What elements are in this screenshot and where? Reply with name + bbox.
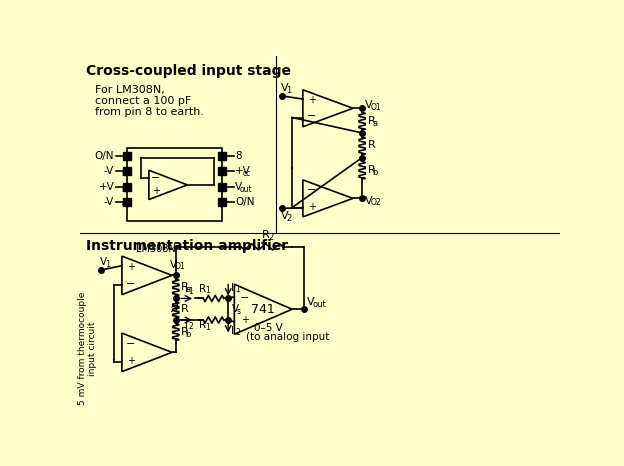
Text: V: V (232, 304, 239, 314)
Text: V: V (170, 260, 177, 270)
Text: −: − (126, 279, 135, 289)
Text: 741: 741 (251, 303, 275, 316)
Text: out: out (312, 300, 326, 309)
Text: connect a 100 pF: connect a 100 pF (95, 96, 191, 106)
Text: +: + (127, 262, 135, 272)
Text: out: out (240, 185, 252, 194)
Text: +V: +V (235, 166, 251, 177)
Text: I: I (185, 320, 188, 330)
Text: +: + (308, 201, 316, 212)
Text: −: − (240, 293, 250, 303)
Text: Cross-coupled input stage: Cross-coupled input stage (85, 64, 291, 78)
Text: s: s (236, 307, 241, 316)
Text: V: V (307, 297, 314, 308)
Text: in: in (121, 169, 129, 178)
Text: For LM308N,: For LM308N, (95, 85, 165, 95)
Text: (to analog input: (to analog input (246, 332, 329, 342)
Text: R: R (368, 116, 375, 126)
Text: I: I (232, 283, 234, 293)
Text: 1: 1 (105, 260, 110, 269)
Text: O1: O1 (174, 262, 185, 271)
Text: R: R (368, 140, 375, 150)
Text: +: + (127, 356, 135, 366)
Text: -V: -V (104, 166, 114, 177)
Text: 2: 2 (268, 233, 273, 242)
Text: in: in (121, 185, 129, 194)
Text: −: − (126, 339, 135, 349)
Text: from pin 8 to earth.: from pin 8 to earth. (95, 107, 204, 117)
Text: LM308N: LM308N (136, 244, 175, 254)
Text: Instrumentation amplifier: Instrumentation amplifier (85, 239, 288, 253)
Text: 5 mV from thermocouple
input circuit: 5 mV from thermocouple input circuit (77, 292, 97, 405)
Text: O2: O2 (371, 199, 381, 207)
Text: 0–5 V: 0–5 V (253, 323, 282, 333)
Text: R: R (180, 304, 188, 314)
Text: b: b (372, 169, 378, 178)
Text: +V: +V (99, 182, 114, 192)
Text: V: V (281, 83, 288, 93)
Text: R: R (180, 282, 188, 292)
Text: cc: cc (243, 169, 251, 178)
Text: +: + (308, 95, 316, 105)
Text: 1: 1 (188, 287, 193, 296)
Text: -V: -V (104, 197, 114, 207)
Text: O1: O1 (371, 103, 381, 112)
Text: 1: 1 (286, 86, 291, 95)
Text: V: V (235, 182, 242, 192)
Text: 2: 2 (188, 322, 193, 331)
Text: 8: 8 (235, 151, 241, 161)
Text: O/N: O/N (235, 197, 255, 207)
Text: R: R (199, 321, 207, 330)
Text: −: − (307, 111, 316, 122)
Text: cc: cc (121, 200, 129, 209)
Text: V: V (365, 196, 373, 206)
Text: +: + (152, 186, 160, 196)
Text: R: R (262, 230, 270, 240)
Text: 1: 1 (205, 323, 210, 332)
Text: I: I (185, 284, 188, 295)
Text: R: R (368, 165, 375, 175)
Text: I: I (232, 326, 234, 336)
Bar (127, 148, 222, 221)
Text: a: a (185, 286, 190, 295)
Text: −: − (151, 173, 160, 184)
Text: V: V (365, 100, 373, 110)
Text: R: R (199, 283, 207, 294)
Text: V: V (100, 257, 107, 267)
Text: a: a (372, 119, 378, 128)
Text: 1: 1 (235, 285, 240, 294)
Text: +: + (241, 315, 249, 325)
Text: 2: 2 (235, 328, 240, 337)
Text: 2: 2 (286, 214, 291, 223)
Text: −: − (307, 185, 316, 195)
Text: 1: 1 (205, 286, 210, 295)
Text: R: R (180, 327, 188, 336)
Text: O/N: O/N (95, 151, 114, 161)
Text: b: b (185, 330, 190, 339)
Text: V: V (281, 211, 288, 221)
